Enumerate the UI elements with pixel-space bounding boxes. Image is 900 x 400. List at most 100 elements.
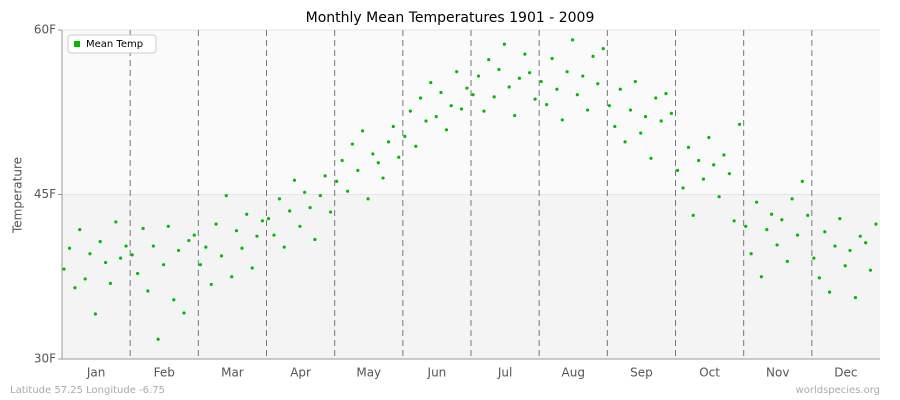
data-point <box>737 122 742 126</box>
data-point <box>800 179 804 183</box>
legend-swatch <box>74 41 80 47</box>
data-point <box>858 234 862 238</box>
data-point <box>93 312 98 316</box>
data-point <box>643 115 648 119</box>
footer-left: Latitude 57.25 Longitude -6.75 <box>10 385 165 396</box>
data-point <box>277 197 282 201</box>
data-point <box>722 153 726 157</box>
data-point <box>864 241 868 245</box>
data-point <box>266 217 271 221</box>
data-point <box>255 234 259 238</box>
data-point <box>62 267 66 271</box>
x-tick-label: Jun <box>427 366 447 380</box>
data-point <box>513 113 517 118</box>
data-point <box>675 168 680 172</box>
data-point <box>471 93 475 97</box>
data-point <box>755 200 759 204</box>
data-point <box>686 145 691 149</box>
data-point <box>633 79 637 84</box>
data-point <box>151 244 155 248</box>
data-point <box>130 253 134 257</box>
data-point <box>204 245 208 249</box>
data-point <box>104 260 108 265</box>
data-point <box>449 104 453 108</box>
data-point <box>502 42 507 46</box>
data-point <box>874 222 878 226</box>
data-point <box>560 118 564 122</box>
data-point <box>628 108 633 112</box>
data-point <box>823 230 827 234</box>
x-tick-label: Jan <box>86 366 106 380</box>
data-point <box>523 52 527 56</box>
data-point <box>765 227 769 232</box>
data-point <box>790 197 794 201</box>
data-point <box>356 168 360 172</box>
data-point <box>298 224 302 228</box>
data-point <box>545 102 549 107</box>
data-point <box>192 233 196 237</box>
x-tick-label: Apr <box>290 366 311 380</box>
data-point <box>292 178 297 182</box>
data-point <box>575 93 579 97</box>
data-point <box>187 238 191 243</box>
data-point <box>361 129 365 133</box>
data-point <box>434 115 438 119</box>
data-point <box>350 142 354 146</box>
data-point <box>853 295 858 300</box>
data-point <box>533 97 537 101</box>
data-point <box>376 161 380 165</box>
data-point <box>282 245 286 249</box>
data-point <box>618 87 622 91</box>
data-point <box>260 219 265 223</box>
x-tick-label: Mar <box>221 366 244 380</box>
data-point <box>323 174 327 178</box>
data-point <box>827 290 832 294</box>
data-point <box>868 268 873 272</box>
data-point <box>482 109 486 113</box>
data-point <box>230 275 234 279</box>
y-tick-label: 60F <box>34 23 56 37</box>
data-point <box>507 85 511 89</box>
data-point <box>780 218 784 222</box>
data-point <box>681 186 685 190</box>
data-point <box>607 104 611 108</box>
data-point <box>517 76 521 80</box>
data-point <box>487 58 491 62</box>
data-point <box>613 124 617 129</box>
x-tick-label: May <box>356 366 381 380</box>
data-point <box>424 119 428 123</box>
data-point <box>785 259 789 263</box>
data-point <box>240 246 244 250</box>
data-point <box>701 177 706 181</box>
data-point <box>555 87 559 91</box>
data-point <box>639 131 643 135</box>
data-point <box>146 289 150 293</box>
data-point <box>391 124 395 129</box>
data-point <box>838 217 842 221</box>
data-point <box>623 140 627 144</box>
data-point <box>250 266 254 270</box>
data-point <box>732 219 736 223</box>
data-point <box>727 172 731 176</box>
data-point <box>108 281 112 285</box>
data-point <box>848 248 852 253</box>
data-point <box>833 244 837 248</box>
data-point <box>114 220 118 224</box>
data-point <box>198 263 202 267</box>
data-point <box>444 128 449 132</box>
data-point <box>439 90 443 95</box>
data-point <box>346 189 350 193</box>
data-point <box>328 210 333 214</box>
footer-right: worldspecies.org <box>796 385 880 396</box>
data-point <box>219 254 224 258</box>
data-point <box>335 179 339 183</box>
x-tick-label: Aug <box>562 366 585 380</box>
data-point <box>234 229 239 233</box>
data-point <box>812 256 816 260</box>
data-point <box>308 206 312 210</box>
data-point <box>707 135 711 140</box>
data-point <box>759 275 763 279</box>
data-point <box>381 176 385 180</box>
data-point <box>749 252 753 256</box>
